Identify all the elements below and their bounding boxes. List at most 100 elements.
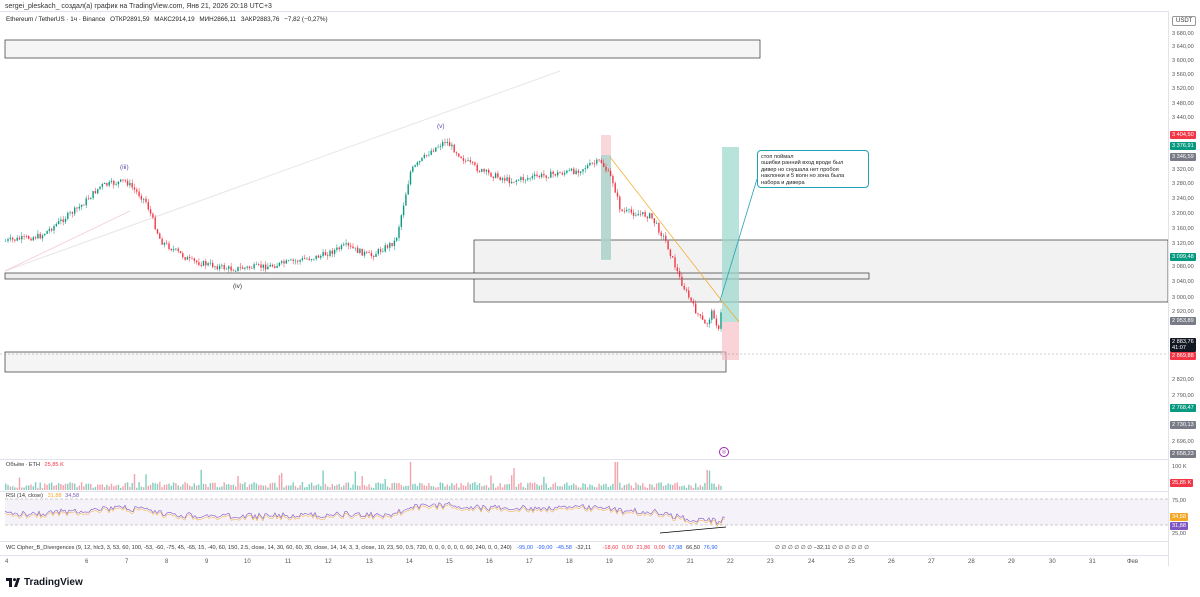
candle bbox=[692, 300, 695, 304]
candle bbox=[166, 242, 168, 244]
volume-bar bbox=[570, 484, 573, 490]
candle bbox=[685, 289, 688, 291]
volume-bar bbox=[720, 485, 722, 490]
trendline-orange[interactable] bbox=[609, 156, 723, 302]
candle bbox=[435, 147, 437, 152]
volume-bar bbox=[453, 485, 455, 490]
symbol-name[interactable]: Ethereum / TetherUS · 1ч · Binance bbox=[6, 16, 106, 23]
candle bbox=[667, 240, 669, 250]
volume-bar bbox=[676, 482, 678, 490]
candle bbox=[67, 212, 69, 219]
volume-bar bbox=[609, 485, 612, 490]
volume-label: Объём · ETH bbox=[6, 462, 40, 468]
candle bbox=[122, 179, 124, 181]
zone-demand[interactable] bbox=[473, 239, 1168, 303]
candle bbox=[136, 189, 138, 192]
candle bbox=[379, 249, 382, 252]
trendline-pink[interactable] bbox=[4, 210, 131, 272]
volume-pane[interactable] bbox=[0, 459, 1168, 491]
short-position-target[interactable] bbox=[601, 155, 611, 260]
candle bbox=[292, 259, 294, 261]
volume-bar bbox=[568, 485, 570, 490]
candle bbox=[377, 249, 379, 254]
volume-bar bbox=[662, 486, 665, 490]
candle bbox=[361, 248, 363, 256]
candle bbox=[53, 225, 55, 231]
candle bbox=[304, 258, 306, 259]
candle bbox=[511, 181, 513, 184]
time-axis[interactable]: 4 6 7 8 9 10 11 12 13 14 15 16 17 18 19 … bbox=[0, 555, 1168, 568]
price-badge-grey: 2 730,13 bbox=[1170, 421, 1196, 429]
volume-bar bbox=[14, 487, 16, 490]
candle bbox=[593, 163, 596, 165]
volume-bar bbox=[232, 484, 235, 490]
volume-bar bbox=[327, 486, 329, 490]
currency-button[interactable]: USDT bbox=[1172, 16, 1197, 26]
volume-bar bbox=[674, 483, 676, 490]
candle bbox=[299, 259, 301, 262]
volume-legend[interactable]: Объём · ETH 25,85 K bbox=[6, 462, 64, 468]
rsi-legend[interactable]: RSI (14, close) 31,88 34,58 bbox=[6, 493, 79, 499]
wavetrend-legend[interactable]: WC Cipher_B_Divergences (9, 12, hlc3, 3,… bbox=[6, 545, 869, 551]
candle bbox=[57, 220, 60, 225]
zone-bottom[interactable] bbox=[4, 351, 727, 373]
wt-tail-values: ∅ ∅ ∅ ∅ ∅ ∅ −32,11 ∅ ∅ ∅ ∅ ∅ ∅ bbox=[775, 545, 870, 551]
volume-bar bbox=[465, 485, 467, 490]
candle bbox=[83, 204, 85, 206]
volume-tick: 100 K bbox=[1172, 464, 1187, 470]
candle bbox=[90, 197, 92, 200]
candle bbox=[21, 236, 23, 240]
candle bbox=[343, 244, 345, 246]
volume-bar bbox=[635, 482, 637, 490]
rsi-pane[interactable] bbox=[0, 491, 1168, 541]
volume-bar bbox=[301, 482, 304, 490]
time-tick: 17 bbox=[526, 559, 533, 565]
candle bbox=[529, 178, 531, 179]
volume-bar bbox=[649, 484, 651, 490]
tradingview-logo-icon bbox=[6, 578, 20, 587]
wt-value-5: -18,60 bbox=[602, 545, 619, 551]
candle bbox=[681, 276, 683, 286]
candle bbox=[465, 160, 467, 162]
zone-support-line[interactable] bbox=[4, 272, 870, 280]
volume-bar bbox=[62, 485, 64, 490]
candle bbox=[402, 205, 405, 216]
volume-bar bbox=[64, 483, 67, 490]
event-marker-icon[interactable]: ◎ bbox=[719, 447, 729, 457]
volume-bar bbox=[419, 482, 421, 490]
price-axis[interactable]: 3 680,00 3 640,00 3 600,00 3 560,00 3 52… bbox=[1168, 11, 1200, 566]
long-position-stop[interactable] bbox=[722, 322, 739, 360]
symbol-legend[interactable]: Ethereum / TetherUS · 1ч · Binance ОТКР2… bbox=[6, 16, 331, 23]
candle bbox=[191, 258, 193, 259]
candle bbox=[120, 179, 122, 182]
time-tick: 24 bbox=[808, 559, 815, 565]
long-position-target[interactable] bbox=[722, 147, 739, 322]
volume-bar bbox=[159, 482, 161, 490]
candle bbox=[195, 260, 198, 263]
candle bbox=[598, 159, 600, 161]
chart-canvas[interactable]: (iii) (iv) (v) bbox=[0, 11, 1168, 556]
trade-note[interactable]: стоп поймал ошибки ранний вход вроде был… bbox=[757, 150, 869, 188]
candle bbox=[690, 297, 692, 301]
candle bbox=[632, 212, 635, 216]
volume-bar bbox=[195, 485, 198, 490]
volume-bar bbox=[444, 486, 446, 490]
volume-bar bbox=[414, 483, 416, 490]
candle bbox=[23, 236, 25, 237]
candle bbox=[239, 266, 241, 268]
candle bbox=[11, 237, 14, 240]
price-badge-long-entry: 2 953,89 bbox=[1170, 317, 1196, 325]
faint-trendline[interactable] bbox=[4, 70, 561, 272]
tradingview-footer[interactable]: TradingView bbox=[6, 577, 83, 588]
candle bbox=[501, 178, 504, 181]
price-tick: 3 240,00 bbox=[1172, 196, 1194, 202]
volume-bar bbox=[639, 485, 642, 490]
candle bbox=[212, 262, 214, 268]
candle bbox=[651, 213, 653, 219]
price-badge-last: 2 883,76 41:07 bbox=[1170, 338, 1196, 352]
candle bbox=[366, 251, 368, 253]
zone-top[interactable] bbox=[4, 39, 761, 59]
zones bbox=[4, 39, 1168, 373]
price-badge-low: 2 658,23 bbox=[1170, 450, 1196, 458]
volume-bar bbox=[274, 482, 276, 490]
